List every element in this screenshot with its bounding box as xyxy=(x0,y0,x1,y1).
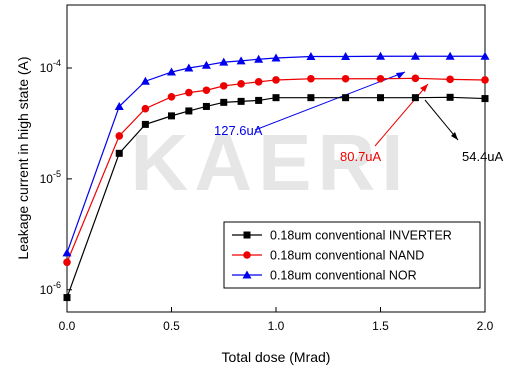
legend-label: 0.18um conventional NAND xyxy=(270,249,424,263)
annotation-arrow xyxy=(374,83,429,147)
x-tick-label: 0.0 xyxy=(59,319,76,333)
marker xyxy=(141,120,149,128)
marker xyxy=(377,94,384,102)
marker xyxy=(271,53,281,62)
marker xyxy=(411,94,419,102)
x-tick-label: 1.0 xyxy=(268,319,285,333)
marker xyxy=(243,251,251,259)
y-tick-label: 10-5 xyxy=(40,169,61,186)
marker xyxy=(272,94,280,102)
legend-label: 0.18um conventional NOR xyxy=(270,269,417,283)
marker xyxy=(254,78,263,86)
marker xyxy=(255,96,263,104)
marker xyxy=(481,76,489,84)
marker xyxy=(237,80,245,88)
marker xyxy=(410,51,420,60)
marker xyxy=(167,92,176,101)
marker xyxy=(376,74,385,83)
arrowhead xyxy=(420,84,428,92)
marker xyxy=(342,94,350,102)
marker xyxy=(243,231,251,239)
marker xyxy=(237,97,245,105)
annotation-arrow xyxy=(424,99,459,141)
marker xyxy=(185,107,193,115)
marker xyxy=(446,93,454,101)
annotation: 54.4uA xyxy=(462,149,504,164)
marker xyxy=(63,258,71,267)
marker xyxy=(141,104,150,113)
x-tick-label: 2.0 xyxy=(477,319,494,333)
marker xyxy=(307,74,315,83)
x-tick-label: 0.5 xyxy=(163,319,180,333)
marker xyxy=(445,51,455,60)
marker xyxy=(62,248,72,257)
marker xyxy=(306,51,316,60)
annotation: 80.7uA xyxy=(340,149,382,164)
marker xyxy=(63,294,71,302)
marker xyxy=(376,51,385,60)
watermark: KAERI xyxy=(131,118,410,207)
marker xyxy=(446,75,454,84)
annotation: 127.6uA xyxy=(214,123,263,138)
y-axis-label: Leakage current in high state (A) xyxy=(15,56,31,259)
marker xyxy=(114,101,124,110)
legend-label: 0.18um conventional INVERTER xyxy=(270,229,452,243)
series-line xyxy=(66,96,486,298)
marker xyxy=(167,67,176,76)
marker xyxy=(242,270,252,279)
marker xyxy=(272,76,280,84)
arrowhead xyxy=(396,72,405,79)
y-tick-label: 10-4 xyxy=(40,58,61,75)
marker xyxy=(168,112,175,120)
legend-box xyxy=(223,221,481,289)
x-axis-label: Total dose (Mrad) xyxy=(222,349,331,365)
marker xyxy=(140,76,150,85)
marker xyxy=(481,95,489,103)
marker xyxy=(184,63,194,72)
marker xyxy=(236,56,246,65)
marker xyxy=(341,51,351,60)
marker xyxy=(202,102,210,110)
marker xyxy=(219,57,229,66)
arrowhead xyxy=(451,132,458,140)
marker xyxy=(411,74,420,83)
marker xyxy=(220,98,228,106)
marker xyxy=(185,88,193,97)
marker xyxy=(115,149,123,157)
marker xyxy=(219,82,228,90)
y-tick-label: 10-6 xyxy=(40,280,61,297)
marker xyxy=(307,94,315,102)
marker xyxy=(254,54,264,63)
marker xyxy=(341,74,350,83)
marker xyxy=(480,51,490,60)
marker xyxy=(115,132,124,140)
marker xyxy=(202,86,211,95)
series-line xyxy=(66,55,485,254)
series-line xyxy=(66,77,486,263)
x-tick-label: 1.5 xyxy=(372,319,389,333)
marker xyxy=(201,60,211,69)
